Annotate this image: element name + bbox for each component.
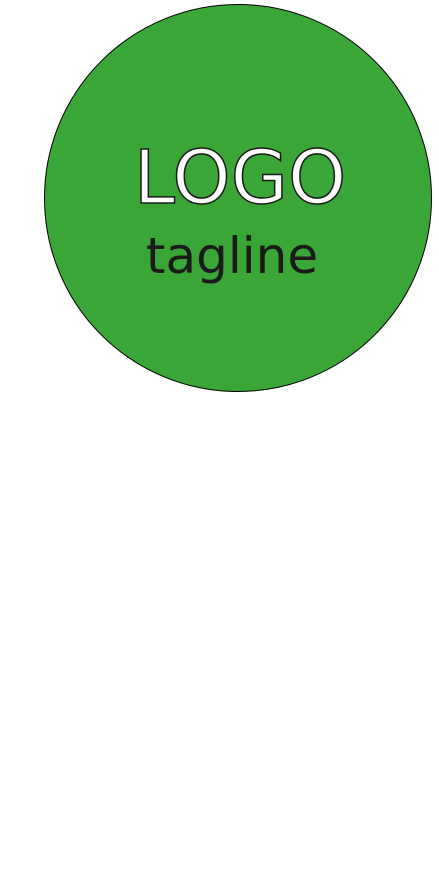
logo-wordmark: LOGO bbox=[133, 135, 347, 221]
logo-tagline: tagline bbox=[145, 227, 319, 285]
logo-badge: LOGO tagline bbox=[44, 4, 432, 392]
